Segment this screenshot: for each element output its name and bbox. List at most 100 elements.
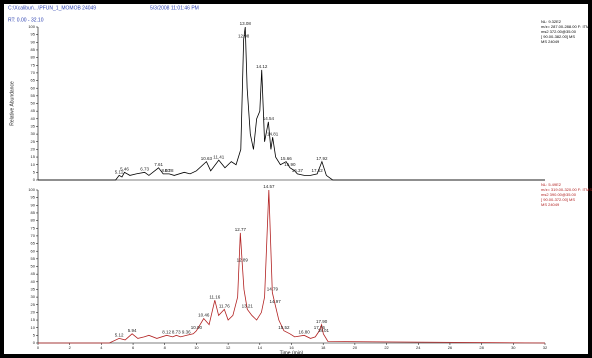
- peak-label: 13.08: [240, 21, 252, 26]
- peak-label: 14.81: [267, 131, 279, 136]
- peak-label: 6.73: [140, 167, 149, 172]
- trace: [38, 26, 545, 181]
- trace-info: m/z= 319.00-320.00 F: ITMS + c ESI Full: [541, 187, 592, 192]
- y-tick-label: 0: [33, 340, 36, 345]
- y-tick-label: 85: [31, 47, 36, 52]
- y-tick-label: 85: [31, 210, 36, 215]
- peak-label: 5.94: [128, 328, 137, 333]
- y-tick-label: 40: [31, 279, 36, 284]
- trace-info: [ 90.00-372.00] MS: [541, 197, 575, 202]
- peak-label: 5.12: [115, 170, 124, 175]
- y-tick-label: 75: [31, 225, 36, 230]
- peak-label: 11.76: [219, 304, 230, 309]
- trace-info: m/z= 287.00-288.00 F: ITMS + c ESI Full: [541, 24, 592, 29]
- peak-label: 7.61: [154, 162, 163, 167]
- y-tick-label: 20: [31, 146, 36, 151]
- peak-label: 12.77: [235, 227, 247, 232]
- peak-label: 8.12: [162, 330, 171, 335]
- peak-label: 10.46: [198, 313, 210, 318]
- y-tick-label: 5: [33, 332, 36, 337]
- y-tick-label: 30: [31, 294, 36, 299]
- x-tick-label: 12: [226, 345, 231, 350]
- peak-label: 18.01: [318, 328, 330, 333]
- y-tick-label: 10: [31, 162, 36, 167]
- y-tick-label: 0: [33, 177, 36, 182]
- peak-label: 8.07: [161, 168, 170, 173]
- x-tick-label: 32: [543, 345, 548, 350]
- trace-info: ms2 372.00@35.00: [541, 29, 577, 34]
- x-tick-label: 6: [132, 345, 135, 350]
- peak-label: 14.79: [267, 287, 279, 292]
- peak-label: 14.57: [263, 184, 275, 189]
- peak-label: 13.21: [242, 304, 254, 309]
- y-tick-label: 90: [31, 39, 36, 44]
- y-tick-label: 25: [31, 302, 36, 307]
- y-tick-label: 55: [31, 256, 36, 261]
- y-tick-label: 40: [31, 116, 36, 121]
- y-tick-label: 10: [31, 325, 36, 330]
- x-tick-label: 22: [384, 345, 389, 350]
- y-tick-label: 95: [31, 195, 36, 200]
- trace-info: ms2 390.00@35.00: [541, 192, 577, 197]
- trace-info: NL: 5.49E2: [541, 182, 562, 187]
- peak-label: 8.28: [165, 168, 174, 173]
- background: [4, 4, 588, 354]
- y-tick-label: 15: [31, 154, 36, 159]
- trace: [38, 189, 546, 344]
- peak-label: 14.97: [270, 299, 282, 304]
- y-tick-label: 95: [31, 32, 36, 37]
- y-tick-label: 45: [31, 108, 36, 113]
- y-tick-label: 75: [31, 62, 36, 67]
- x-tick-label: 18: [321, 345, 326, 350]
- peak-label: 5.46: [120, 167, 129, 172]
- y-tick-label: 90: [31, 202, 36, 207]
- y-tick-label: 80: [31, 55, 36, 60]
- y-axis-label: Relative Abundance: [9, 81, 15, 126]
- peak-label: 9.36: [182, 330, 191, 335]
- x-tick-label: 26: [448, 345, 453, 350]
- peak-label: 5.12: [115, 333, 124, 338]
- y-tick-label: 5: [33, 169, 36, 174]
- x-tick-label: 16: [289, 345, 294, 350]
- date: 5/3/2008 11:01:46 PM: [150, 5, 199, 11]
- y-tick-label: 30: [31, 131, 36, 136]
- y-tick-label: 70: [31, 70, 36, 75]
- y-tick-label: 60: [31, 85, 36, 90]
- peak-label: 16.80: [299, 330, 311, 335]
- y-tick-label: 25: [31, 139, 36, 144]
- trace-info: [ 90.00-382.00] MS: [541, 34, 575, 39]
- y-tick-label: 65: [31, 78, 36, 83]
- peak-label: 17.90: [316, 319, 328, 324]
- y-tick-label: 80: [31, 218, 36, 223]
- peak-label: 11.16: [209, 294, 220, 299]
- x-tick-label: 30: [511, 345, 516, 350]
- peak-label: 16.37: [292, 168, 304, 173]
- x-tick-label: 24: [416, 345, 421, 350]
- x-tick-label: 14: [258, 345, 263, 350]
- y-tick-label: 70: [31, 233, 36, 238]
- x-tick-label: 20: [353, 345, 358, 350]
- peak-label: 14.54: [263, 116, 275, 121]
- y-tick-label: 100: [28, 24, 35, 29]
- peak-label: 12.89: [237, 258, 249, 263]
- y-tick-label: 15: [31, 317, 36, 322]
- trace-info: MS 24049: [541, 202, 560, 207]
- x-tick-label: 4: [100, 345, 103, 350]
- x-tick-label: 10: [194, 345, 199, 350]
- y-tick-label: 50: [31, 101, 36, 106]
- rt-range: RT: 0.00 - 32.10: [8, 17, 44, 23]
- y-tick-label: 20: [31, 309, 36, 314]
- peak-label: 17.92: [316, 156, 328, 161]
- peak-label: 11.41: [213, 154, 224, 159]
- x-axis-label: Time (min): [280, 350, 304, 356]
- y-tick-label: 55: [31, 93, 36, 98]
- peak-label: 10.00: [191, 325, 203, 330]
- y-tick-label: 100: [28, 187, 35, 192]
- y-tick-label: 35: [31, 287, 36, 292]
- peak-label: 12.98: [238, 33, 250, 38]
- x-tick-label: 28: [479, 345, 484, 350]
- x-tick-label: 0: [37, 345, 40, 350]
- peak-label: 14.12: [256, 64, 268, 69]
- peak-label: 17.62: [312, 168, 324, 173]
